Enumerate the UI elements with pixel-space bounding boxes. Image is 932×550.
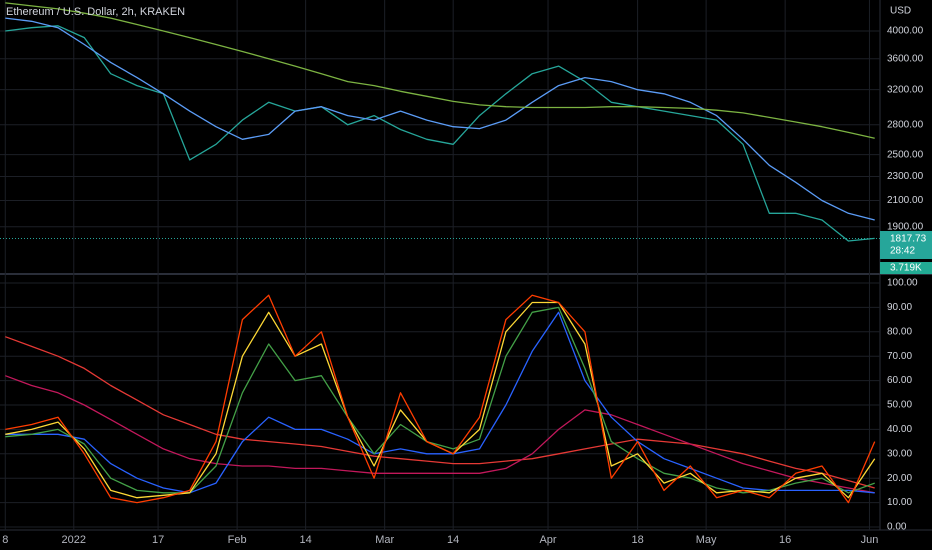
volume-box — [880, 262, 932, 274]
x-tick-label: 17 — [152, 534, 164, 546]
series-line — [5, 375, 875, 494]
x-tick-label: Apr — [539, 534, 556, 546]
series-line — [5, 2, 875, 139]
plot — [0, 2, 880, 504]
y-tick-label: 1900.00 — [887, 221, 924, 232]
chart-title: Ethereum / U.S. Dollar, 2h, KRAKEN — [6, 6, 185, 18]
y-tick-label: 3200.00 — [887, 84, 924, 95]
x-tick-label: 14 — [300, 534, 312, 546]
x-tick-label: 8 — [2, 534, 8, 546]
x-tick-label: Feb — [228, 534, 247, 546]
y-tick-label: 30.00 — [887, 448, 912, 459]
y-tick-label: 2300.00 — [887, 171, 924, 182]
countdown: 28:42 — [890, 246, 915, 257]
x-tick-label: 14 — [447, 534, 459, 546]
y-tick-label: 0.00 — [887, 522, 907, 533]
x-tick-label: Jun — [861, 534, 879, 546]
series-line — [5, 311, 875, 494]
y-tick-label: 10.00 — [887, 497, 912, 508]
x-tick-label: 2022 — [62, 534, 86, 546]
axis-label: USD — [890, 6, 911, 17]
volume-label: 3.719K — [890, 263, 922, 274]
series-line — [5, 306, 875, 494]
y-tick-label: 20.00 — [887, 473, 912, 484]
series-line — [5, 294, 876, 504]
y-tick-label: 70.00 — [887, 351, 912, 362]
last-price: 1817.73 — [890, 234, 927, 245]
y-tick-label: 2800.00 — [887, 119, 924, 130]
last-price-box — [880, 231, 932, 259]
y-tick-label: 3600.00 — [887, 53, 924, 64]
y-tick-label: 80.00 — [887, 326, 912, 337]
y-tick-label: 2500.00 — [887, 149, 924, 160]
x-tick-label: 16 — [779, 534, 791, 546]
series-line — [5, 17, 875, 221]
y-tick-label: 100.00 — [887, 278, 918, 289]
y-tick-label: 2100.00 — [887, 195, 924, 206]
series-line — [5, 336, 875, 489]
series-line — [5, 25, 875, 242]
y-tick-label: 4000.00 — [887, 26, 924, 37]
y-tick-label: 60.00 — [887, 375, 912, 386]
y-tick-label: 50.00 — [887, 400, 912, 411]
y-tick-label: 90.00 — [887, 302, 912, 313]
x-tick-label: May — [696, 534, 717, 546]
y-tick-label: 40.00 — [887, 424, 912, 435]
x-tick-label: Mar — [375, 534, 394, 546]
x-tick-label: 18 — [631, 534, 643, 546]
